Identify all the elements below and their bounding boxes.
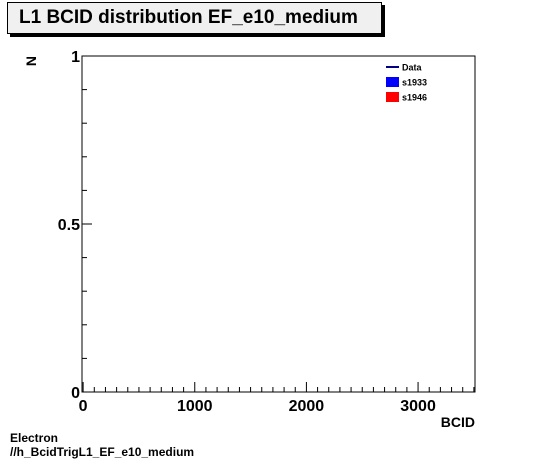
legend-fill-swatch (386, 92, 399, 102)
x-tick-label: 1000 (177, 398, 213, 415)
footer-category: Electron (10, 431, 59, 445)
y-tick-label: 0 (71, 385, 80, 402)
legend-label: s1933 (402, 78, 427, 88)
chart-title: L1 BCID distribution EF_e10_medium (7, 2, 382, 34)
x-tick-label: 3000 (400, 398, 436, 415)
legend-label: Data (402, 63, 423, 73)
x-axis-title: BCID (441, 414, 475, 430)
x-tick-label: 0 (79, 398, 88, 415)
plot-frame (81, 55, 476, 393)
legend-label: s1946 (402, 93, 427, 103)
footer-histogram-path: //h_BcidTrigL1_EF_e10_medium (10, 445, 195, 459)
y-tick-label: 1 (71, 49, 80, 66)
x-tick-label: 2000 (289, 398, 325, 415)
y-tick-label: 0.5 (58, 217, 80, 234)
y-axis-title: N (23, 56, 39, 66)
legend-fill-swatch (386, 77, 399, 87)
